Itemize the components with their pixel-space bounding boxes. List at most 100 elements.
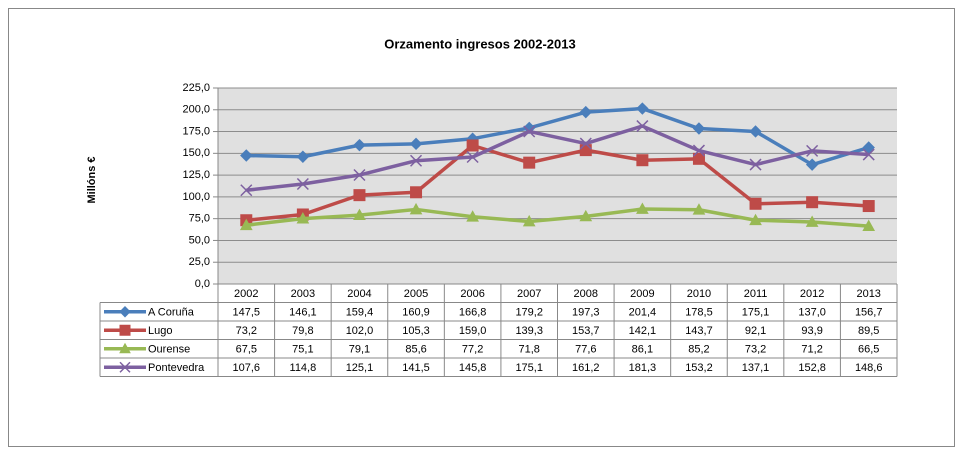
- data-table-value: 147,5: [233, 307, 261, 319]
- data-table-value: 181,3: [629, 362, 657, 374]
- marker: [579, 144, 592, 157]
- series-line: [246, 106, 870, 167]
- marker: [409, 137, 423, 151]
- data-table-value: 141,5: [402, 362, 430, 374]
- marker: [636, 154, 649, 167]
- data-table-value: 73,2: [236, 325, 257, 337]
- data-table-value: 160,9: [402, 307, 430, 319]
- y-tick-label: 200,0: [182, 104, 210, 116]
- data-table-value: 175,1: [742, 307, 770, 319]
- x-tick-label: 2012: [800, 288, 824, 300]
- marker: [466, 150, 479, 164]
- data-table-value: 197,3: [572, 307, 600, 319]
- data-table-value: 102,0: [346, 325, 374, 337]
- marker: [523, 125, 536, 138]
- marker: [353, 208, 366, 220]
- marker: [119, 342, 131, 354]
- series-line: [246, 124, 869, 193]
- data-table-value: 107,6: [233, 362, 261, 374]
- data-table-value: 125,1: [346, 362, 374, 374]
- data-table-value: 77,2: [462, 344, 483, 356]
- data-table-value: 85,6: [405, 344, 426, 356]
- data-table-value: 143,7: [685, 325, 713, 337]
- marker: [692, 122, 706, 135]
- marker: [862, 148, 875, 161]
- marker: [353, 138, 366, 152]
- data-table-value: 66,5: [858, 344, 879, 356]
- data-table-value: 156,7: [855, 307, 883, 319]
- marker: [240, 184, 253, 197]
- marker: [296, 150, 310, 163]
- x-tick-label: 2009: [630, 288, 654, 300]
- data-table-value: 73,2: [745, 344, 766, 356]
- x-tick-label: 2010: [687, 288, 711, 300]
- x-tick-label: 2008: [574, 288, 598, 300]
- data-table-value: 179,2: [515, 307, 543, 319]
- y-tick-label: 50,0: [189, 234, 210, 246]
- y-tick-label: 75,0: [189, 213, 210, 225]
- data-table-value: 152,8: [798, 362, 826, 374]
- y-tick-label: 25,0: [189, 256, 210, 268]
- marker: [636, 102, 649, 115]
- marker: [410, 154, 423, 167]
- marker: [466, 210, 479, 222]
- x-tick-label: 2005: [404, 288, 428, 300]
- data-table-value: 161,2: [572, 362, 600, 374]
- data-table-value: 139,3: [515, 325, 543, 337]
- data-table-value: 85,2: [688, 344, 709, 356]
- marker: [119, 306, 131, 318]
- data-table-value: 153,7: [572, 325, 600, 337]
- data-table-value: 71,8: [518, 344, 539, 356]
- marker: [749, 125, 762, 138]
- marker: [409, 202, 423, 215]
- marker: [523, 156, 536, 169]
- x-tick-label: 2011: [744, 288, 768, 300]
- marker: [296, 212, 310, 224]
- data-table-value: 79,1: [349, 344, 370, 356]
- marker: [579, 105, 592, 119]
- marker: [692, 152, 705, 165]
- y-tick-label: 150,0: [182, 147, 210, 159]
- x-tick-label: 2003: [291, 288, 315, 300]
- data-table-value: 86,1: [632, 344, 653, 356]
- data-table-value: 105,3: [402, 325, 430, 337]
- marker: [692, 144, 705, 157]
- series-line: [246, 207, 869, 228]
- data-table-value: 159,0: [459, 325, 487, 337]
- data-table-value: 146,1: [289, 307, 317, 319]
- x-tick-label: 2004: [347, 288, 371, 300]
- y-tick-label: 0,0: [195, 278, 210, 290]
- data-table-value: 159,4: [346, 307, 374, 319]
- x-tick-label: 2013: [856, 288, 880, 300]
- y-axis-label: Millóns €: [86, 156, 98, 203]
- marker: [862, 219, 876, 231]
- marker: [636, 120, 649, 133]
- marker: [806, 144, 819, 157]
- legend-label: Lugo: [148, 325, 172, 337]
- marker: [862, 200, 875, 213]
- x-tick-label: 2002: [234, 288, 258, 300]
- data-table-value: 153,2: [685, 362, 713, 374]
- data-table-value: 93,9: [801, 325, 822, 337]
- marker: [806, 196, 819, 209]
- marker: [119, 361, 131, 373]
- marker: [749, 197, 762, 210]
- y-tick-label: 175,0: [182, 125, 210, 137]
- marker: [749, 158, 762, 171]
- legend-label: Pontevedra: [148, 362, 205, 374]
- marker: [410, 186, 423, 199]
- legend-label: A Coruña: [148, 307, 195, 319]
- data-table-value: 79,8: [292, 325, 313, 337]
- data-table-value: 89,5: [858, 325, 879, 337]
- marker: [240, 149, 253, 162]
- y-tick-label: 125,0: [182, 169, 210, 181]
- marker: [466, 139, 479, 152]
- chart-title: Orzamento ingresos 2002-2013: [384, 36, 575, 51]
- data-table-value: 137,0: [798, 307, 826, 319]
- marker: [523, 121, 536, 135]
- marker: [119, 324, 131, 336]
- marker: [239, 218, 253, 231]
- x-tick-label: 2006: [460, 288, 484, 300]
- data-table-value: 137,1: [742, 362, 770, 374]
- data-table-value: 92,1: [745, 325, 766, 337]
